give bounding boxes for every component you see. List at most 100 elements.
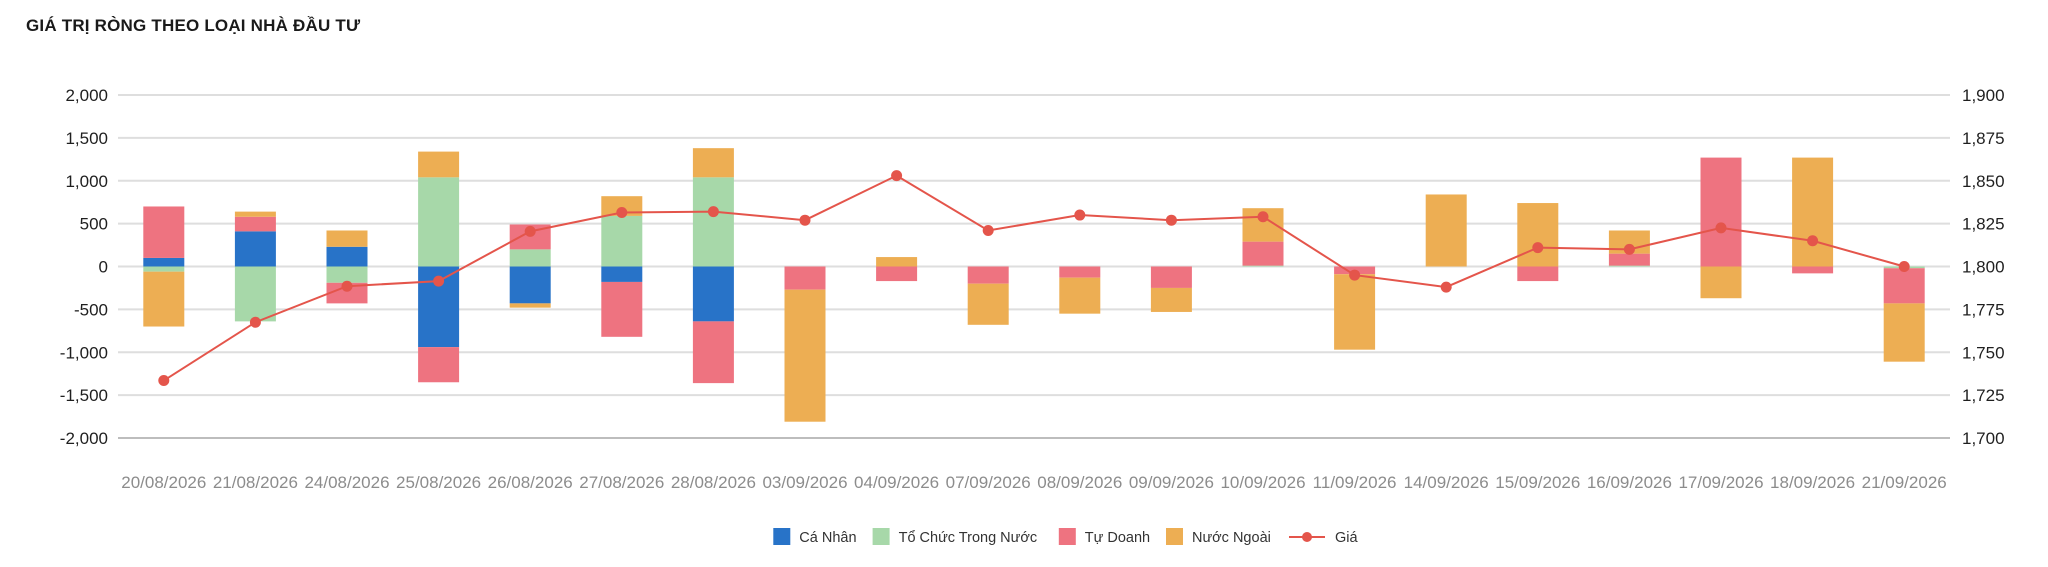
price-point [616,206,628,218]
bar-segment [876,266,918,282]
x-tick-label: 21/08/2026 [213,473,298,492]
price-point [1715,222,1727,234]
price-point [799,214,811,226]
bar-segment [234,216,276,232]
legend-label: Cá Nhân [799,530,856,546]
bar-segment [326,266,368,283]
bar-segment [1242,265,1284,267]
y-tick-label: 0 [99,258,108,277]
bar-segment [143,271,185,327]
price-point [341,280,353,292]
price-point [158,375,170,387]
chart-title: GIÁ TRỊ RÒNG THEO LOẠI NHÀ ĐẦU TƯ [26,16,361,35]
x-tick-label: 04/09/2026 [854,473,939,492]
bar-segment [326,246,368,267]
legend-item: Nước Ngoài [1166,528,1271,546]
bar-segment [418,347,460,383]
x-tick-label: 26/08/2026 [488,473,573,492]
price-point [1074,209,1086,221]
bar-segment [1608,265,1650,267]
x-tick-label: 07/09/2026 [946,473,1031,492]
bar-segment [1059,266,1101,278]
y-tick-label: -2,000 [60,429,108,448]
bar-segment [1334,274,1376,350]
x-tick-label: 20/08/2026 [121,473,206,492]
y2-tick-label: 1,775 [1962,300,2005,319]
price-point [1807,235,1819,247]
bar-segment [784,289,826,422]
x-tick-label: 15/09/2026 [1495,473,1580,492]
bar-segment [967,266,1009,284]
y2-tick-label: 1,800 [1962,258,2005,277]
bar-segment [692,148,734,178]
bar-segment [784,266,826,290]
bar-segment [509,266,551,304]
legend-swatch [773,528,791,545]
bar-segment [1150,266,1192,288]
price-point [891,170,903,182]
bar-segment [509,303,551,308]
legend-item: Tự Doanh [1058,528,1150,546]
price-point [1898,261,1910,272]
x-tick-label: 21/09/2026 [1862,473,1947,492]
price-line [163,174,1905,382]
price-point [1440,281,1452,293]
bar-segment [234,231,276,267]
y-tick-label: 500 [80,215,108,234]
y2-tick-label: 1,825 [1962,215,2005,234]
y2-tick-label: 1,725 [1962,386,2005,405]
bar-segment [326,282,368,304]
bar-segment [326,230,368,247]
y2-tick-label: 1,750 [1962,343,2005,362]
x-tick-label: 28/08/2026 [671,473,756,492]
y-tick-label: 1,000 [65,172,108,191]
legend-label: Nước Ngoài [1192,530,1271,546]
bar-segment [692,266,734,322]
price-point [982,224,994,236]
y2-tick-label: 1,875 [1962,129,2005,148]
bar-segment [1150,287,1192,312]
legend-swatch [872,528,890,545]
bar-segment [1517,266,1559,282]
bar-segment [692,321,734,384]
x-tick-label: 24/08/2026 [304,473,389,492]
y-tick-label: -1,500 [60,386,108,405]
bar-segment [1883,268,1925,304]
y2-tick-label: 1,850 [1962,172,2005,191]
legend-label: Tổ Chức Trong Nước [899,530,1038,546]
bar-segment [601,281,643,337]
bar-segment [1242,241,1284,266]
bar-segment [1792,266,1834,274]
x-tick-label: 03/09/2026 [762,473,847,492]
x-tick-label: 27/08/2026 [579,473,664,492]
bar-segment [143,266,185,272]
bar-segment [234,266,276,322]
price-point [1257,211,1269,223]
bar-segment [234,211,276,217]
bar-segment [1059,277,1101,314]
bar-segment [692,177,734,267]
bar-segment [876,257,918,267]
x-tick-label: 14/09/2026 [1404,473,1489,492]
x-tick-label: 11/09/2026 [1313,473,1397,492]
y2-tick-label: 1,700 [1962,429,2005,448]
bar-segment [601,196,643,216]
x-tick-label: 08/09/2026 [1037,473,1122,492]
bar-segment [1425,194,1467,267]
bar-segment [1792,157,1834,267]
bar-segment [1700,266,1742,299]
legend-item: Cá Nhân [773,528,857,546]
y-tick-label: -1,000 [60,343,108,362]
price-point [1623,243,1635,255]
x-tick-label: 25/08/2026 [396,473,481,492]
price-point [1349,269,1361,281]
legend-item: Tổ Chức Trong Nước [872,528,1038,546]
x-tick-label: 16/09/2026 [1587,473,1672,492]
y-tick-label: 2,000 [65,86,108,105]
legend-label: Giá [1335,530,1359,546]
legend-swatch [1058,528,1076,545]
x-tick-label: 17/09/2026 [1678,473,1763,492]
bar-segment [1700,157,1742,267]
legend-item: Giá [1289,530,1359,546]
bar-segment [1517,203,1559,267]
